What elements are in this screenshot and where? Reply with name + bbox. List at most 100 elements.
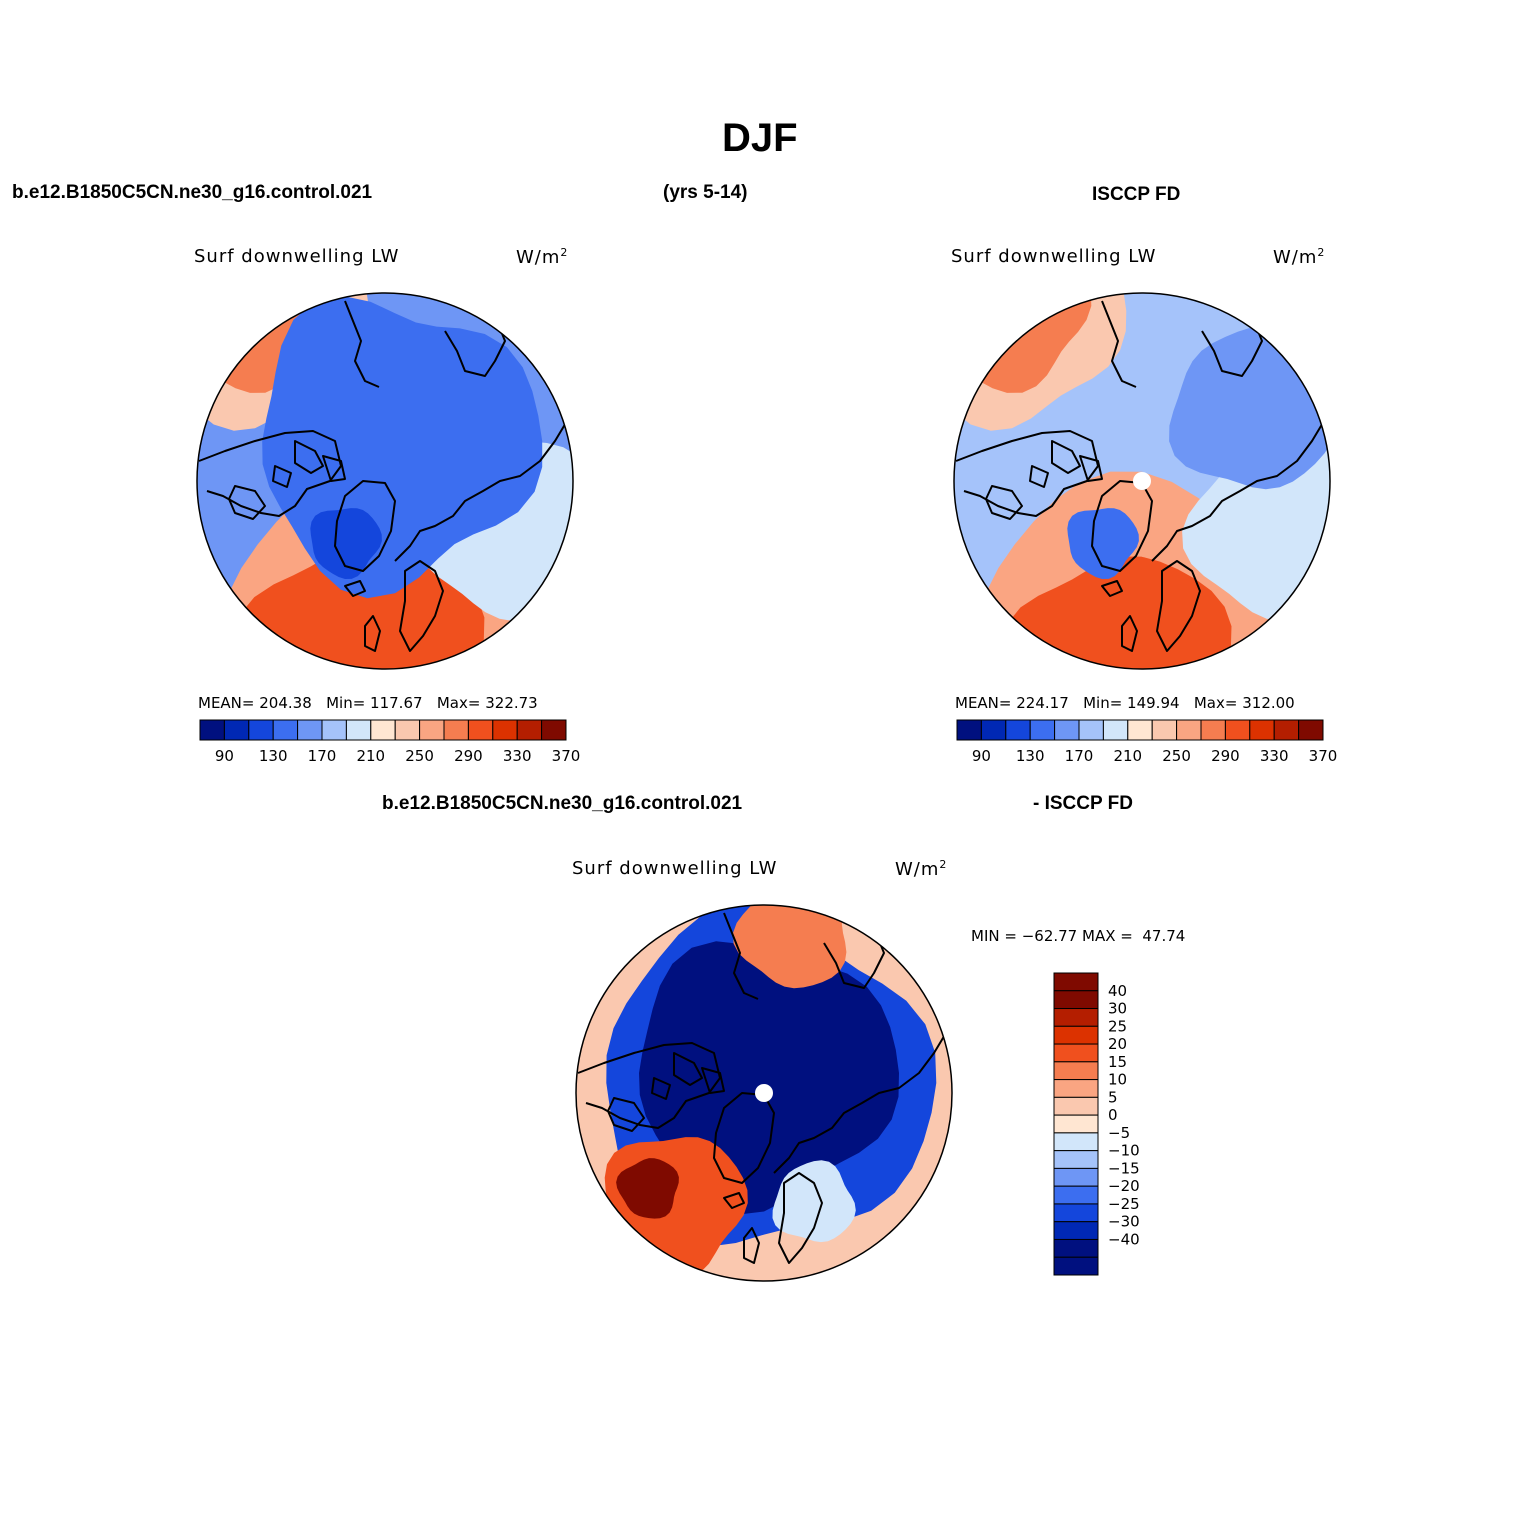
model-colorbar-swatch — [467, 719, 494, 741]
diff-colorbar-tick-label: 25 — [1108, 1017, 1127, 1035]
obs-units-label: W/m2 — [1273, 246, 1326, 268]
diff-colorbar-swatch — [1053, 1203, 1099, 1223]
diff-colorbar-swatch — [1053, 1114, 1099, 1134]
model-units-label: W/m2 — [516, 246, 569, 268]
diff-colorbar-swatch — [1053, 1025, 1099, 1045]
diff-pole-hole — [755, 1084, 773, 1102]
diff-coastlines — [577, 912, 947, 1264]
obs-min-value: 149.94 — [1127, 694, 1180, 712]
obs-colorbar-swatch — [1151, 719, 1178, 741]
model-colorbar-tick-label: 330 — [503, 747, 532, 765]
model-colorbar-tick-label: 370 — [552, 747, 581, 765]
diff-map-border — [575, 904, 953, 1282]
obs-colorbar-tick-label: 250 — [1162, 747, 1191, 765]
diff-colorbar-tick-label: −10 — [1108, 1142, 1140, 1160]
diff-units-label: W/m2 — [895, 858, 948, 880]
model-colorbar-swatch — [394, 719, 421, 741]
obs-colorbar-swatch — [1273, 719, 1300, 741]
model-min-value: 117.67 — [370, 694, 423, 712]
obs-colorbar-tick-label: 330 — [1260, 747, 1289, 765]
obs-colorbar-tick-label: 210 — [1113, 747, 1142, 765]
diff-colorbar-swatch — [1053, 1238, 1099, 1258]
model-colorbar-swatch — [223, 719, 250, 741]
model-colorbar-tick-label: 210 — [356, 747, 385, 765]
obs-colorbar-swatch — [1224, 719, 1251, 741]
page-title: DJF — [722, 116, 798, 160]
diff-colorbar-swatch — [1053, 1043, 1099, 1063]
diff-colorbar-tick-label: 0 — [1108, 1106, 1118, 1124]
obs-label: ISCCP FD — [1092, 184, 1181, 205]
obs-colorbar-tick-label: 90 — [972, 747, 991, 765]
obs-coastlines — [955, 300, 1325, 652]
obs-colorbar-swatch — [1078, 719, 1104, 741]
diff-colorbar-tick-label: 30 — [1108, 1000, 1127, 1018]
diff-contour-region — [772, 1160, 856, 1243]
diff-colorbar-swatch — [1053, 990, 1099, 1010]
model-coastlines — [198, 300, 568, 652]
obs-pole-hole — [1133, 472, 1151, 490]
diff-stats: MIN = −62.77 MAX = 47.74 — [971, 927, 1186, 945]
model-colorbar-tick-label: 130 — [259, 747, 288, 765]
diff-colorbar-tick-label: 5 — [1108, 1088, 1118, 1106]
diff-colorbar-tick-label: −25 — [1108, 1195, 1140, 1213]
obs-colorbar: 90 130 170 210 250 290 330 370 — [956, 719, 1337, 765]
diff-max-value: 47.74 — [1142, 927, 1186, 945]
obs-colorbar-swatch — [1200, 719, 1226, 741]
obs-colorbar-swatch — [956, 719, 982, 741]
model-colorbar-swatch — [321, 719, 347, 741]
model-case-label: b.e12.B1850C5CN.ne30_g16.control.021 — [12, 182, 373, 203]
model-max-value: 322.73 — [485, 694, 538, 712]
diff-colorbar-swatch — [1053, 1132, 1099, 1152]
model-colorbar-swatch — [516, 719, 543, 741]
model-colorbar-swatch — [272, 719, 299, 741]
diff-colorbar-swatch — [1053, 1256, 1099, 1276]
model-colorbar-swatch — [297, 719, 323, 741]
years-label: (yrs 5-14) — [663, 182, 748, 203]
diff-colorbar-swatch — [1053, 1079, 1099, 1098]
model-contour-region — [233, 541, 485, 669]
obs-colorbar-swatch — [1127, 719, 1153, 741]
obs-colorbar-swatch — [1005, 719, 1031, 741]
model-colorbar-swatch — [199, 719, 225, 741]
diff-colorbar-swatch — [1053, 1008, 1099, 1027]
model-colorbar-swatch — [419, 719, 445, 741]
obs-map-border — [953, 292, 1331, 670]
diff-colorbar-swatch — [1053, 1061, 1099, 1081]
obs-mean-value: 224.17 — [1016, 694, 1069, 712]
model-colorbar-swatch — [345, 719, 372, 741]
obs-colorbar-swatch — [1102, 719, 1129, 741]
obs-colorbar-swatch — [1176, 719, 1202, 741]
diff-colorbar-tick-label: 15 — [1108, 1053, 1127, 1071]
obs-colorbar-tick-label: 170 — [1065, 747, 1094, 765]
model-colorbar-swatch — [541, 719, 567, 741]
obs-colorbar-swatch — [1298, 719, 1324, 741]
diff-colorbar-tick-label: −40 — [1108, 1230, 1140, 1248]
model-colorbar-swatch — [370, 719, 396, 741]
model-map-border — [196, 292, 574, 670]
model-variable-label: Surf downwelling LW — [194, 246, 400, 267]
model-colorbar-swatch — [248, 719, 274, 741]
diff-contour-region — [616, 1158, 679, 1219]
diff-colorbar-tick-label: −15 — [1108, 1159, 1140, 1177]
obs-colorbar-swatch — [1054, 719, 1080, 741]
diff-colorbar-swatch — [1053, 1150, 1099, 1169]
model-colorbar-tick-label: 90 — [215, 747, 234, 765]
diff-colorbar-swatch — [1053, 1185, 1099, 1205]
model-colorbar-swatch — [492, 719, 518, 741]
diff-model-case-label: b.e12.B1850C5CN.ne30_g16.control.021 — [382, 793, 743, 814]
obs-variable-label: Surf downwelling LW — [951, 246, 1157, 267]
model-polar-map — [196, 292, 574, 670]
diff-polar-map — [575, 904, 953, 1282]
obs-colorbar-tick-label: 290 — [1211, 747, 1240, 765]
obs-colorbar-swatch — [1029, 719, 1056, 741]
model-colorbar-swatch — [443, 719, 469, 741]
model-colorbar-tick-label: 250 — [405, 747, 434, 765]
obs-polar-map — [953, 292, 1331, 670]
model-colorbar-tick-label: 170 — [308, 747, 337, 765]
diff-colorbar-tick-label: −5 — [1108, 1124, 1130, 1142]
diff-colorbar-tick-label: −20 — [1108, 1177, 1140, 1195]
model-colorbar: 90 130 170 210 250 290 330 370 — [199, 719, 580, 765]
diff-obs-label: - ISCCP FD — [1033, 793, 1133, 814]
obs-contour-region — [1067, 508, 1139, 579]
